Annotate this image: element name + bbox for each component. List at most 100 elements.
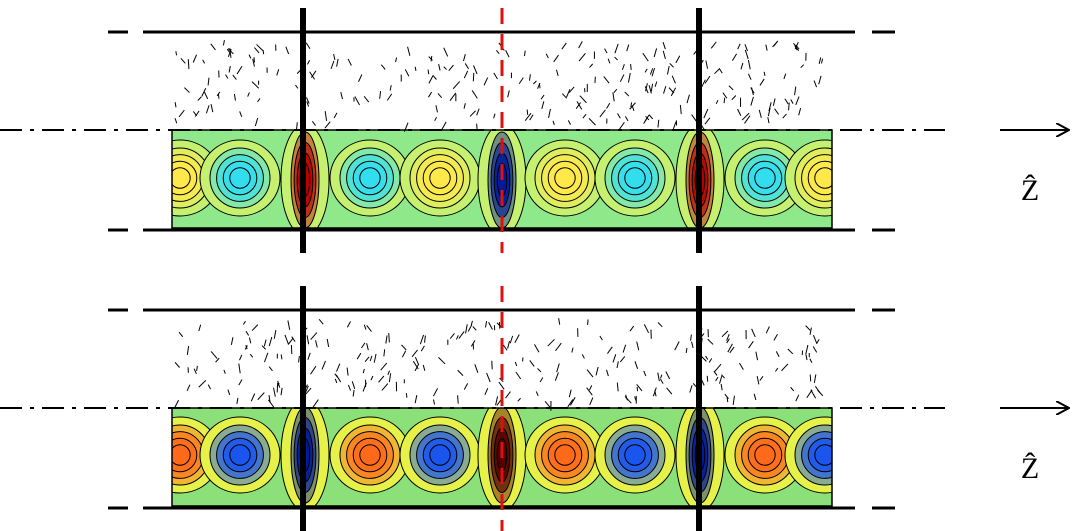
vector [755, 351, 759, 361]
vector [174, 362, 180, 368]
vector [524, 112, 532, 121]
vector [414, 66, 417, 71]
vector [567, 120, 571, 125]
vector [606, 369, 609, 377]
vector [463, 103, 466, 109]
vector [457, 395, 459, 404]
vector [571, 347, 574, 353]
contour-line [172, 167, 191, 189]
contour-line [554, 444, 576, 466]
vector [257, 392, 265, 401]
vector [763, 71, 766, 76]
vector [414, 364, 419, 372]
vector [657, 119, 660, 128]
vector [704, 117, 711, 125]
vector [366, 325, 372, 332]
vector [616, 361, 619, 369]
vector [362, 382, 367, 392]
vector [554, 372, 559, 381]
vector [654, 81, 658, 87]
contour-line [814, 167, 832, 189]
vector [588, 385, 593, 391]
vector [437, 93, 443, 99]
vector [204, 91, 209, 100]
vector [581, 354, 585, 359]
vector [244, 345, 248, 350]
vector [347, 58, 352, 66]
vector [751, 328, 756, 338]
vector [287, 320, 291, 330]
vector [285, 46, 290, 55]
vector [428, 91, 433, 98]
vector [731, 53, 738, 61]
vector [201, 88, 207, 97]
vector [405, 393, 408, 398]
vector [207, 77, 210, 86]
vector [333, 112, 338, 119]
vector [228, 65, 231, 73]
vector [737, 43, 741, 50]
vector [514, 334, 520, 344]
vector [714, 68, 720, 75]
contour-line [429, 444, 451, 466]
vector [463, 53, 466, 62]
vector [432, 399, 436, 405]
vector [254, 47, 260, 54]
vector [380, 64, 386, 70]
vector [180, 58, 186, 64]
vector [599, 109, 606, 118]
vector [251, 324, 259, 331]
vector [464, 63, 470, 70]
contour-line [229, 444, 251, 466]
vector [818, 75, 822, 85]
vector [645, 83, 648, 92]
vector [503, 344, 508, 351]
vector [354, 96, 361, 106]
vector [245, 330, 250, 336]
vector [210, 43, 216, 51]
vector [469, 110, 476, 117]
vector [430, 55, 433, 62]
vector [216, 91, 221, 97]
vector [236, 65, 243, 75]
vector [187, 59, 190, 70]
vector [412, 360, 419, 370]
vector [256, 44, 264, 52]
vector [606, 102, 611, 109]
vector [765, 44, 768, 51]
vector [305, 97, 310, 104]
vector [644, 68, 648, 73]
vector [193, 368, 197, 374]
vector [388, 333, 390, 343]
vector [330, 60, 335, 70]
vector [403, 122, 409, 132]
contour-line [359, 167, 381, 189]
vector [518, 77, 524, 85]
contour-line [229, 167, 251, 189]
vector [347, 384, 351, 391]
vector [356, 352, 362, 360]
panels: Ẑ Ẑ [0, 8, 1068, 531]
vector [432, 388, 439, 397]
vector [467, 324, 473, 332]
vector [242, 320, 246, 325]
vector [662, 50, 666, 60]
vector [263, 339, 267, 347]
vector [498, 381, 505, 390]
vector [362, 368, 365, 374]
vector [472, 72, 475, 82]
vector [438, 357, 446, 365]
vector [280, 387, 283, 396]
vector [759, 78, 765, 86]
vector [315, 340, 318, 348]
vector [812, 346, 818, 353]
vector [483, 77, 489, 86]
vector [363, 95, 370, 103]
vector [714, 363, 722, 373]
vector [192, 54, 198, 63]
vector [186, 345, 190, 355]
vector [798, 107, 802, 116]
vector [458, 331, 465, 339]
vector [261, 345, 267, 350]
vector [198, 379, 207, 388]
